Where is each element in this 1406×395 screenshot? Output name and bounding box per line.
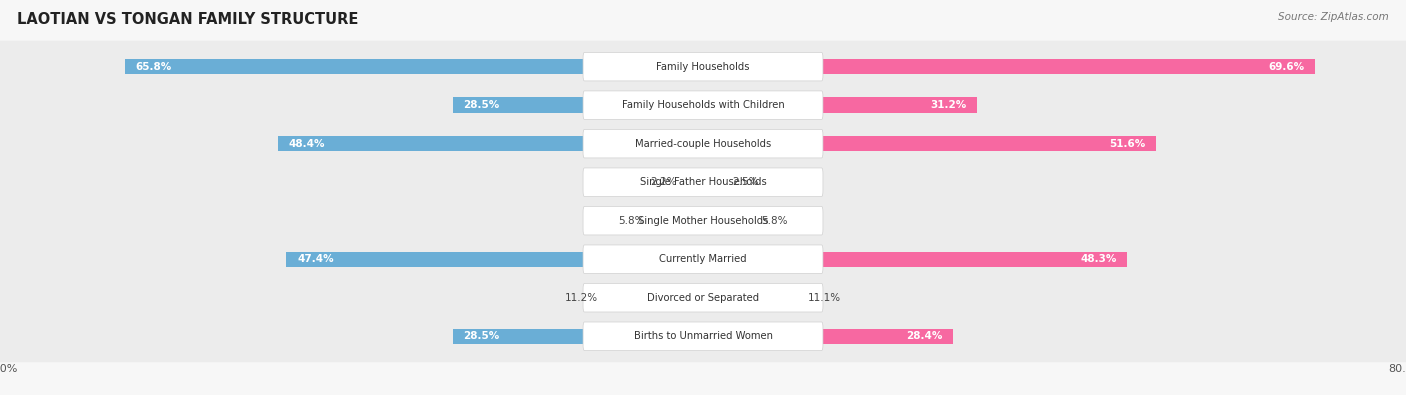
Bar	[703, 290, 800, 305]
Text: Divorced or Separated: Divorced or Separated	[647, 293, 759, 303]
Bar	[703, 175, 725, 190]
Text: 11.1%: 11.1%	[807, 293, 841, 303]
Text: 48.4%: 48.4%	[288, 139, 325, 149]
Bar	[652, 213, 703, 228]
Text: 48.3%: 48.3%	[1081, 254, 1116, 264]
FancyBboxPatch shape	[0, 41, 1406, 93]
Text: 31.2%: 31.2%	[931, 100, 967, 110]
Text: Family Households with Children: Family Households with Children	[621, 100, 785, 110]
FancyBboxPatch shape	[583, 284, 823, 312]
FancyBboxPatch shape	[0, 118, 1406, 170]
Text: Source: ZipAtlas.com: Source: ZipAtlas.com	[1278, 12, 1389, 22]
Text: 28.5%: 28.5%	[463, 331, 499, 341]
Text: Single Mother Households: Single Mother Households	[638, 216, 768, 226]
Text: LAOTIAN VS TONGAN FAMILY STRUCTURE: LAOTIAN VS TONGAN FAMILY STRUCTURE	[17, 12, 359, 27]
FancyBboxPatch shape	[0, 156, 1406, 208]
FancyBboxPatch shape	[583, 91, 823, 119]
Text: Married-couple Households: Married-couple Households	[636, 139, 770, 149]
Text: 28.4%: 28.4%	[905, 331, 942, 341]
Text: 5.8%: 5.8%	[619, 216, 645, 226]
Bar	[287, 252, 703, 267]
Text: Single Father Households: Single Father Households	[640, 177, 766, 187]
Text: 80.0%: 80.0%	[1388, 364, 1406, 374]
Bar	[683, 175, 703, 190]
Text: 2.2%: 2.2%	[650, 177, 676, 187]
Text: Currently Married: Currently Married	[659, 254, 747, 264]
Text: 2.5%: 2.5%	[733, 177, 758, 187]
FancyBboxPatch shape	[0, 233, 1406, 285]
Text: 11.2%: 11.2%	[564, 293, 598, 303]
FancyBboxPatch shape	[583, 130, 823, 158]
Text: 5.8%: 5.8%	[761, 216, 787, 226]
Text: 28.5%: 28.5%	[463, 100, 499, 110]
FancyBboxPatch shape	[0, 272, 1406, 324]
Text: 80.0%: 80.0%	[0, 364, 18, 374]
FancyBboxPatch shape	[583, 322, 823, 350]
Bar	[605, 290, 703, 305]
Bar	[453, 98, 703, 113]
Bar	[703, 98, 977, 113]
Bar	[125, 59, 703, 74]
Text: 51.6%: 51.6%	[1109, 139, 1146, 149]
Bar	[703, 136, 1156, 151]
Bar	[703, 252, 1128, 267]
Text: 47.4%: 47.4%	[297, 254, 333, 264]
Text: Births to Unmarried Women: Births to Unmarried Women	[634, 331, 772, 341]
Text: 65.8%: 65.8%	[135, 62, 172, 71]
Bar	[453, 329, 703, 344]
FancyBboxPatch shape	[583, 207, 823, 235]
FancyBboxPatch shape	[0, 310, 1406, 362]
FancyBboxPatch shape	[583, 53, 823, 81]
Text: Family Households: Family Households	[657, 62, 749, 71]
Bar	[278, 136, 703, 151]
FancyBboxPatch shape	[583, 245, 823, 273]
Bar	[703, 59, 1315, 74]
FancyBboxPatch shape	[583, 168, 823, 196]
Bar	[703, 213, 754, 228]
FancyBboxPatch shape	[0, 195, 1406, 247]
Text: 69.6%: 69.6%	[1268, 62, 1305, 71]
FancyBboxPatch shape	[0, 79, 1406, 131]
Bar	[703, 329, 953, 344]
